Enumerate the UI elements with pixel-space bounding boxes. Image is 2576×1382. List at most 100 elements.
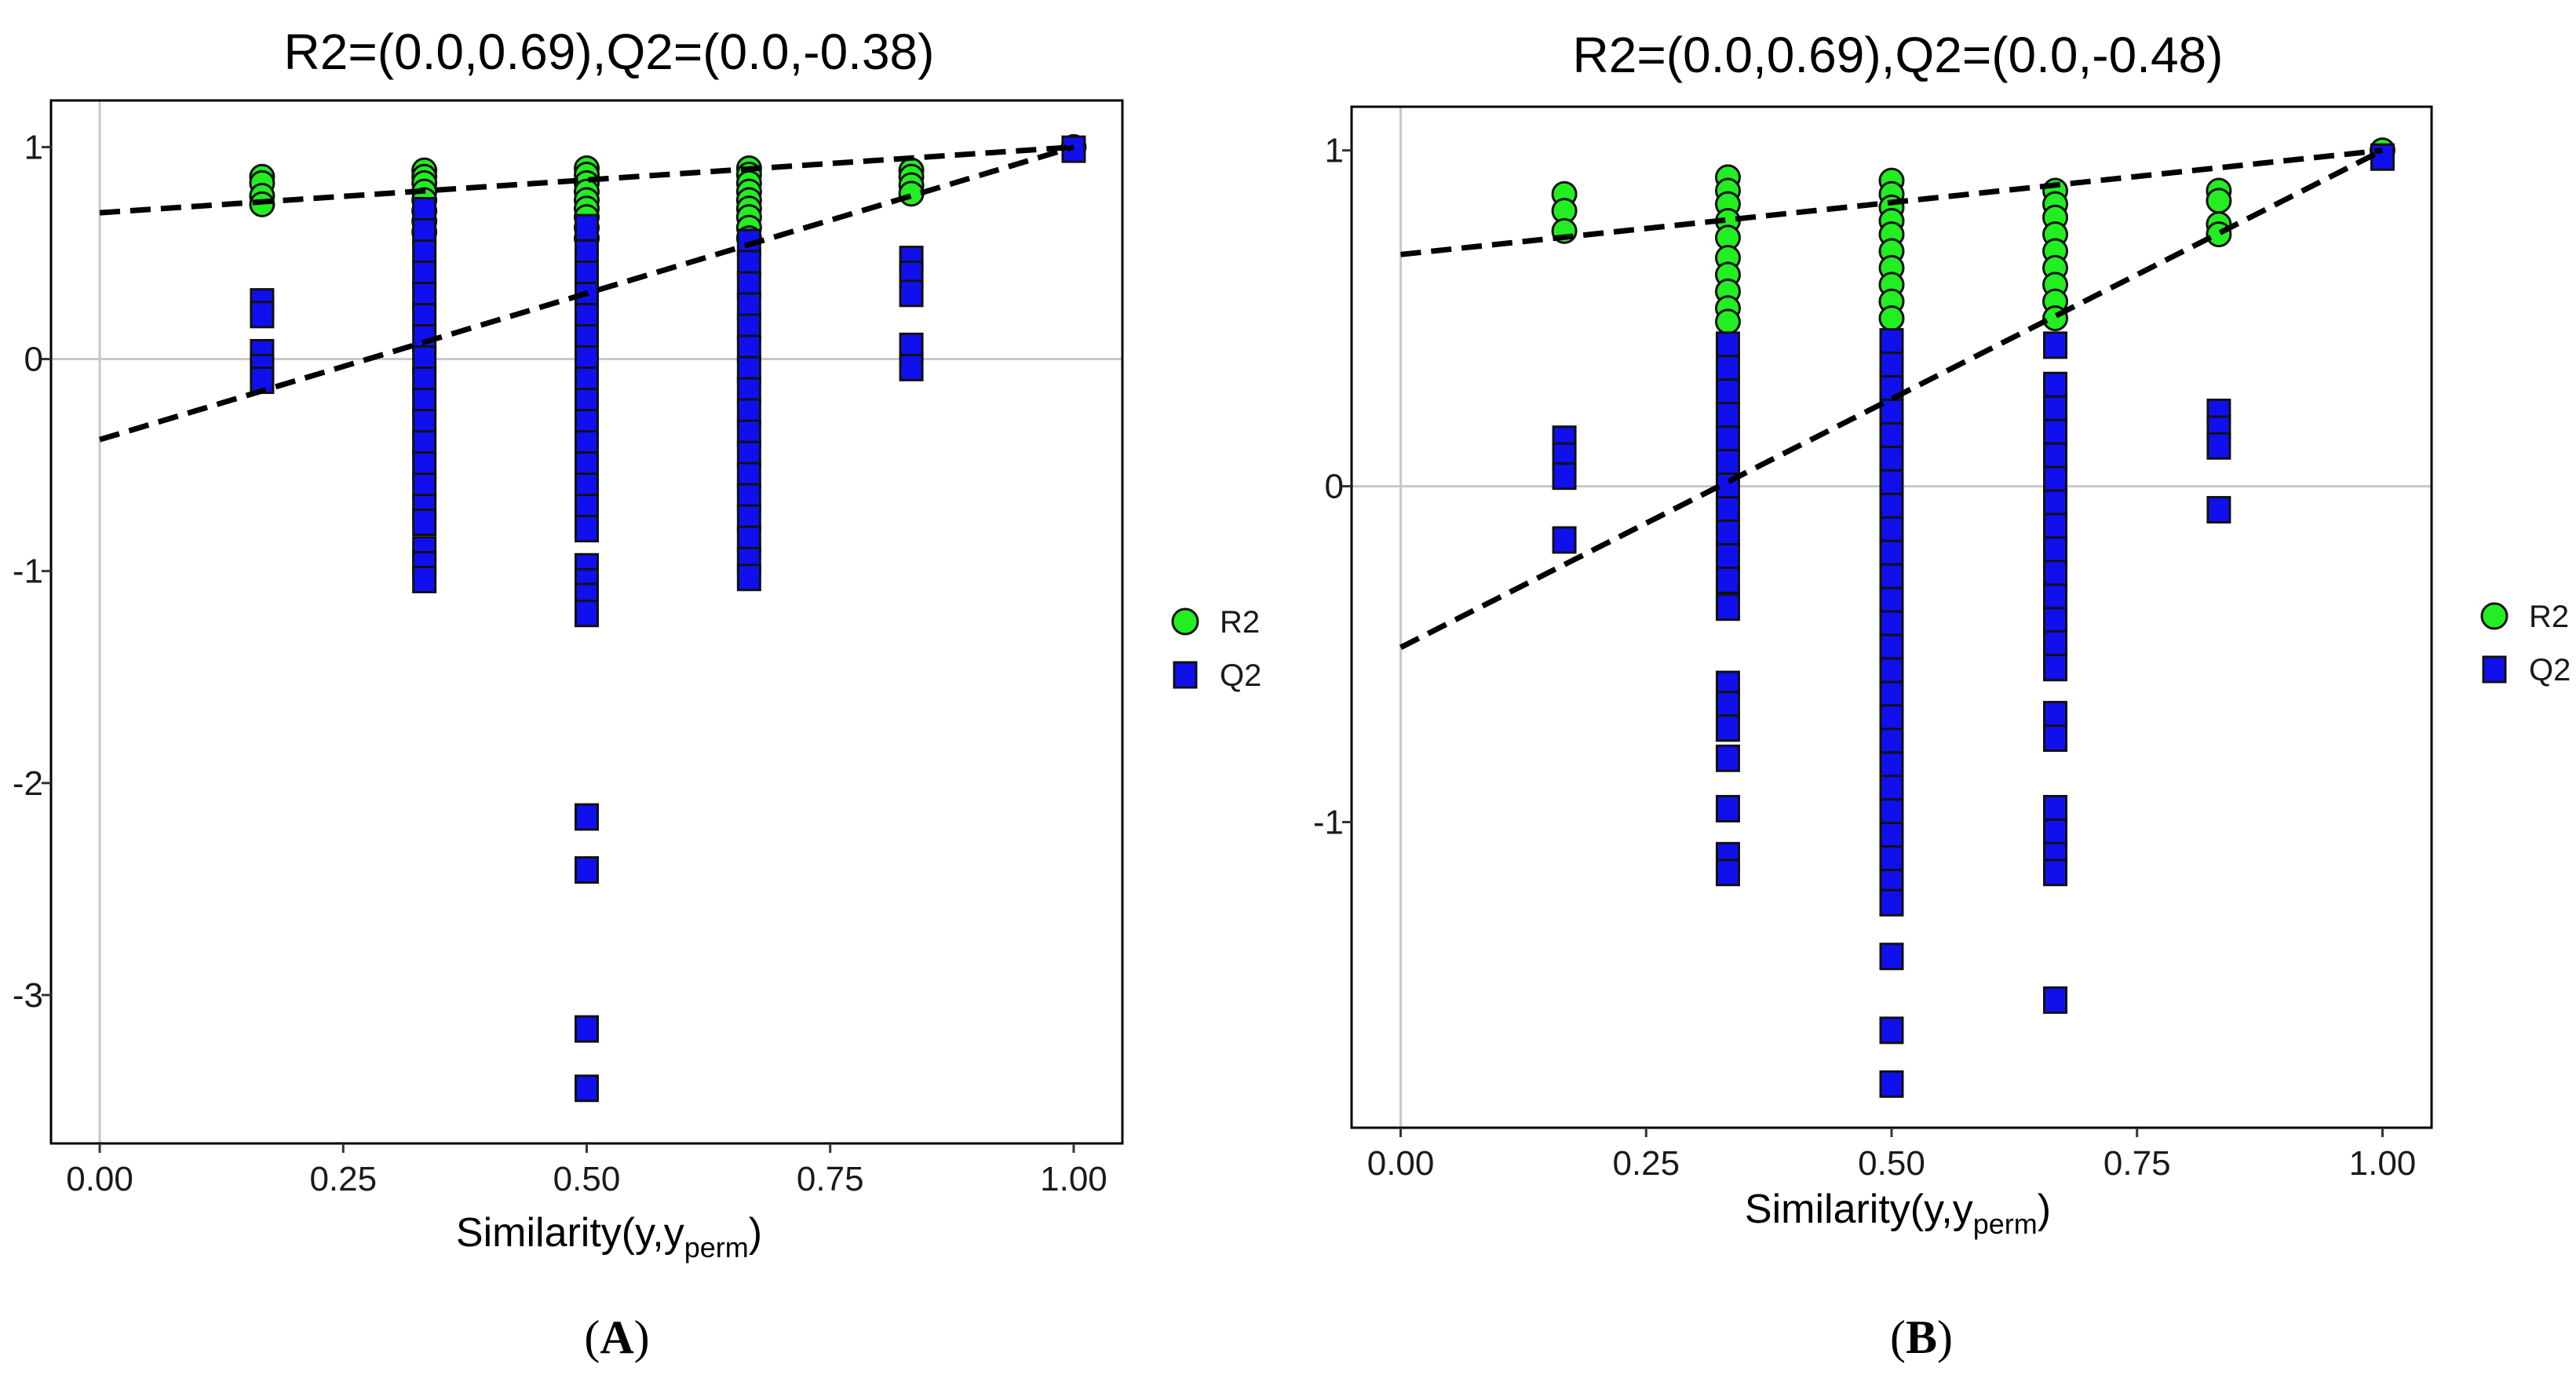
chart-b-q2-point [1879,822,1904,850]
chart-b-q2-point [2043,395,2068,423]
chart-b-q2-point [1715,402,1740,430]
chart-b-q2-point [1552,462,1577,490]
chart-b-q2-point [1879,492,1904,520]
chart-a-q2-point [575,1074,599,1103]
chart-a-q2-point [250,301,275,329]
chart-a-q2-point [899,279,924,308]
chart-b-q2-point [1879,610,1904,638]
chart-b-q2-point [1879,888,1904,917]
chart-a-r2-fit-line [99,144,1075,216]
chart-b-q2-point [2043,859,2068,887]
chart-a-x-tick-label: 0.00 [66,1160,133,1198]
chart-b-title: R2=(0.0,0.69),Q2=(0.0,-0.48) [1573,27,2224,83]
chart-a-q2-point [575,803,599,831]
chart-a-q2-point [575,213,599,242]
chart-b-y-tick-label: 1 [1325,132,1344,170]
chart-a-y-tick-label: -3 [13,976,43,1015]
chart-b-r2-point [2206,188,2232,214]
chart-b-q2-point [1879,704,1904,732]
chart-b-q2-point [1715,794,1740,822]
chart-b-q2-point [1715,425,1740,454]
chart-b-q2-point [2043,371,2068,399]
chart-a-y-tick-label: 0 [24,341,43,379]
chart-a-q2-point [899,353,924,381]
chart-b-x-tick-label: 0.75 [2103,1144,2171,1183]
chart-b-q2-point [2043,536,2068,564]
chart-b-q2-point [2206,496,2231,524]
chart-b-legend-label-q2: Q2 [2529,653,2571,687]
chart-a-legend-q2-marker [1173,661,1198,689]
chart-b-q2-point [1715,520,1740,548]
chart-b-q2-point [1879,751,1904,779]
chart-b-r2-fit-line [1400,148,2383,257]
chart-a-ticks: 0.00 0.25 0.50 0.75 1.00 1 0 -1 -2 -3 [13,128,1107,1198]
chart-b-q2-point [1715,331,1740,359]
chart-b-q2-point [1715,714,1740,742]
chart-b-q2-point [1879,352,1904,380]
chart-b-q2-point [1879,775,1904,803]
chart-b-q2-point [1715,859,1740,887]
chart-b-q2-point [2043,442,2068,470]
chart-b-q2-point [1715,744,1740,772]
chart-b-q2-point [1879,328,1904,356]
chart-b-q2-point [1879,398,1904,426]
chart-a-legend-r2-marker [1171,607,1199,636]
chart-b-x-axis-label-main: Similarity(y,y [1745,1187,1973,1232]
chart-b-legend: R2 Q2 [2480,600,2571,687]
chart-a-r2-point [898,180,925,207]
chart-b-q2-point [2043,701,2068,729]
chart-b-q2-point [2043,465,2068,494]
chart-b-q2-point [1879,633,1904,662]
chart-b-q2-point [2043,331,2068,359]
chart-b-q2-point [2043,794,2068,822]
chart-b-q2-point [1879,516,1904,544]
chart-b-x-tick-label: 1.00 [2349,1144,2417,1183]
chart-a-x-axis-label-close: ) [749,1210,762,1256]
chart-a-q2-fit-line [99,144,1075,443]
chart-b-q2-point [2043,607,2068,635]
chart-a-y-tick-label: -1 [13,552,43,591]
chart-b-q2-point [1879,680,1904,709]
chart-b-q2-point [1879,421,1904,450]
chart-b-q2-point [2043,418,2068,447]
chart-panel-a: R2=(0.0,0.69),Q2=(0.0,-0.38) 0.00 0.25 0.5… [13,24,1261,1363]
chart-a-q2-point [412,565,437,593]
chart-b-q2-point [1879,539,1904,567]
chart-a-legend-label-r2: R2 [1220,605,1260,640]
chart-b-q2-point [1715,496,1740,524]
chart-b-q2-point [1879,1070,1904,1098]
chart-a-legend-label-q2: Q2 [1220,658,1261,693]
chart-b-q2-point [1879,657,1904,685]
chart-b-q2-point [1715,566,1740,594]
chart-a-legend: R2 Q2 [1171,605,1261,693]
chart-a-x-axis-label-main: Similarity(y,y [456,1210,684,1256]
chart-a-q2-point [736,563,761,592]
chart-b-q2-point [1879,586,1904,614]
chart-b-q2-point [1715,593,1740,622]
chart-b-legend-q2-marker [2482,655,2507,684]
chart-b-q2-point [2043,818,2068,846]
chart-a-plot-area [49,99,1124,1145]
chart-b-q2-point [2043,489,2068,517]
chart-b-q2-point [1715,378,1740,407]
chart-b-q2-point [1715,542,1740,571]
chart-b-x-axis-label: Similarity(y,yperm) [1745,1187,2051,1240]
chart-a-q2-point [575,1015,599,1043]
chart-b-q2-point [2043,654,2068,682]
chart-a-x-tick-label: 0.75 [797,1160,864,1198]
chart-b-q2-point [1879,445,1904,473]
chart-b-legend-r2-marker [2480,602,2508,630]
chart-panel-b: R2=(0.0,0.69),Q2=(0.0,-0.48) 0.00 0.25 0.5… [1313,27,2571,1363]
chart-b-q2-point [1879,563,1904,591]
chart-b-r2-point [1714,308,1741,335]
chart-a-title: R2=(0.0,0.69),Q2=(0.0,-0.38) [284,24,935,80]
chart-b-x-axis-label-close: ) [2038,1187,2051,1232]
chart-b-y-tick-label: -1 [1313,804,1344,842]
chart-b-x-tick-label: 0.25 [1612,1144,1680,1183]
chart-b-q2-point [2043,986,2068,1014]
chart-a-x-tick-label: 0.50 [553,1160,621,1198]
chart-b-q2-point [2043,560,2068,588]
chart-b-q2-point [2043,724,2068,753]
chart-b-q2-point [1879,1016,1904,1045]
